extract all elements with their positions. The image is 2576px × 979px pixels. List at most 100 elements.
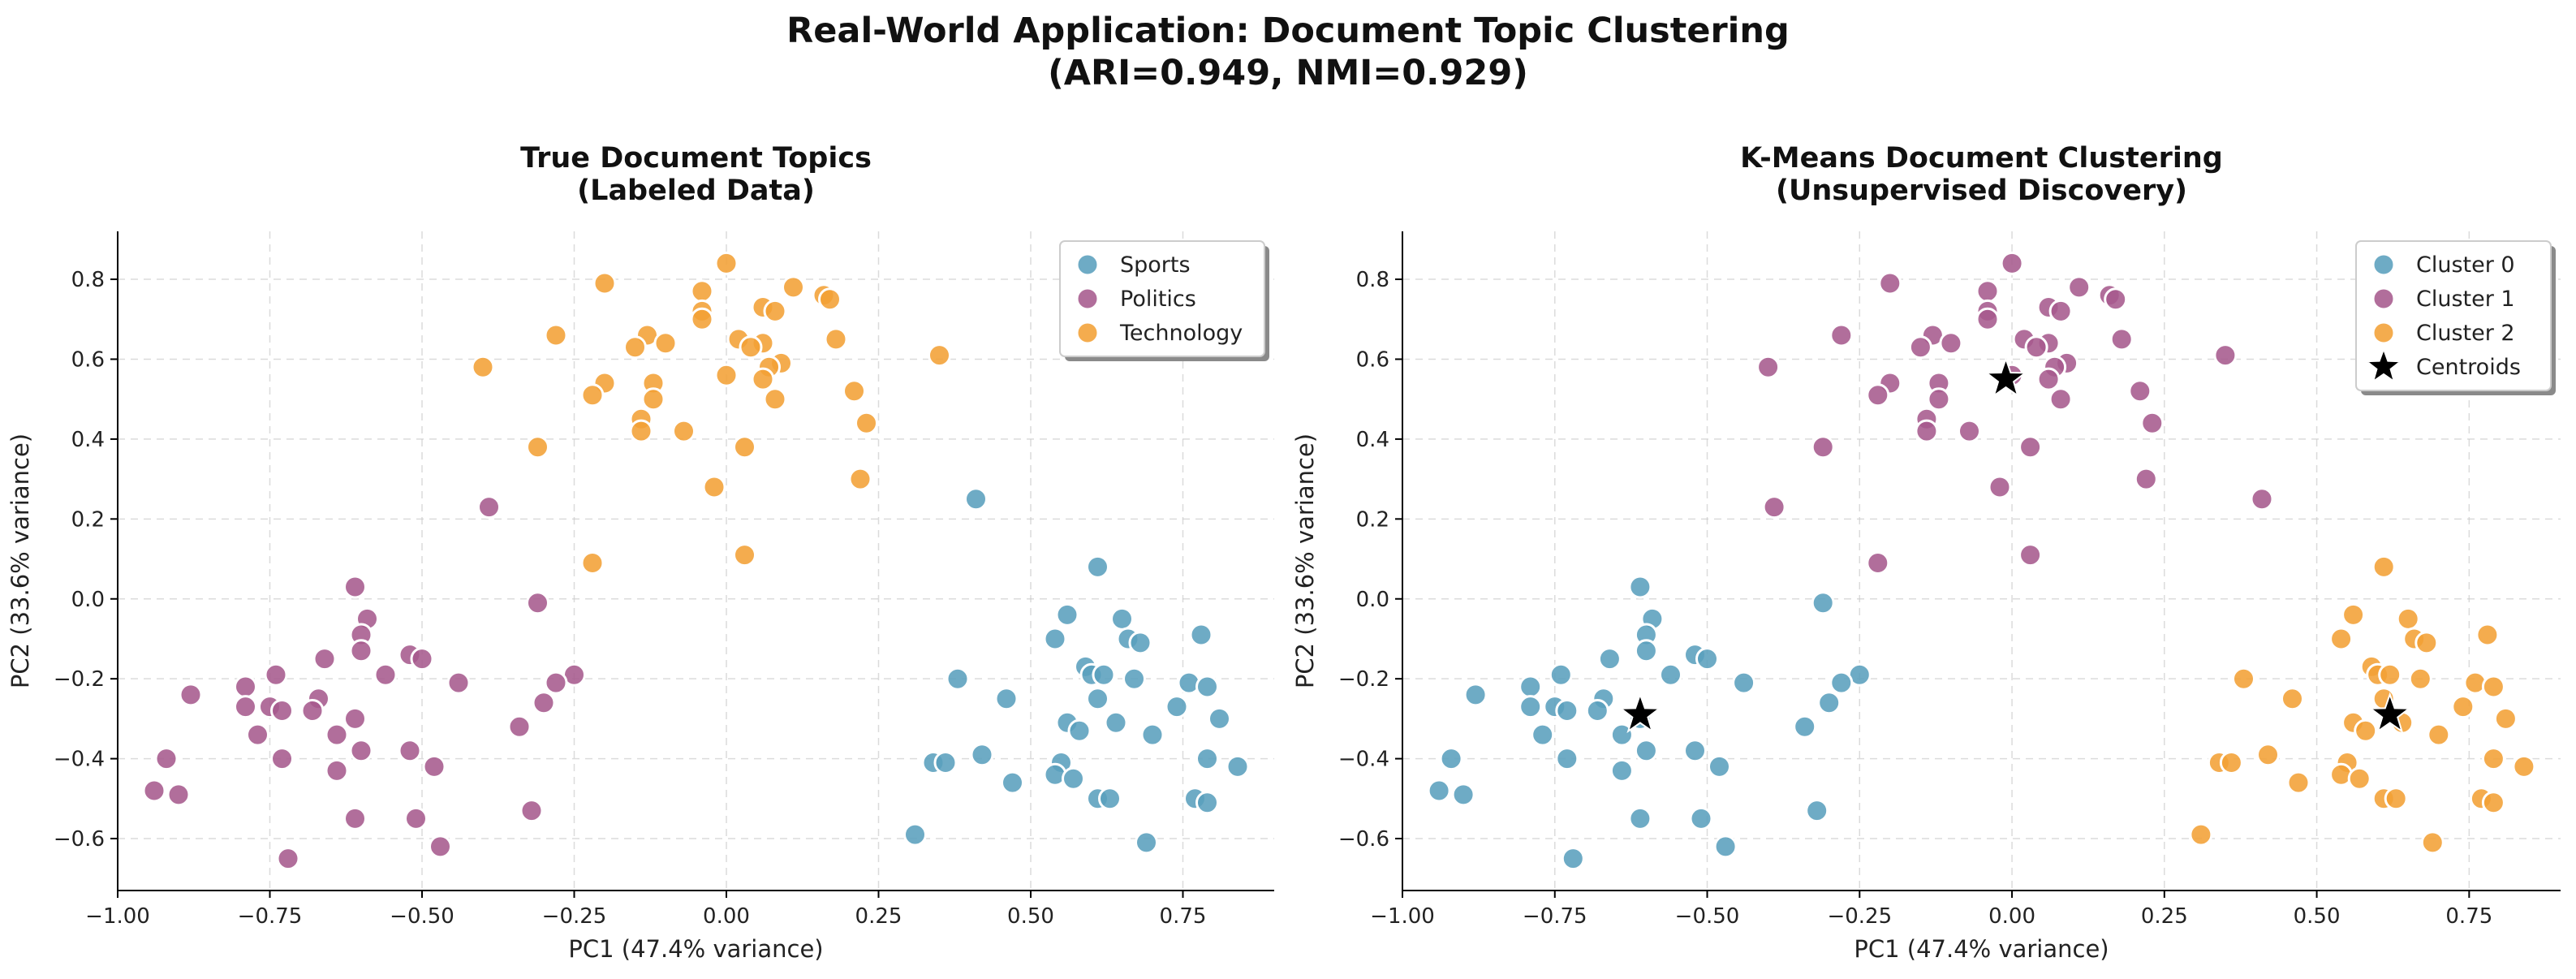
data-point (1165, 695, 1189, 719)
data-point (2048, 299, 2073, 323)
legend-box (2355, 240, 2552, 391)
data-point (1555, 747, 1579, 771)
legend-label: Politics (1120, 287, 1196, 312)
data-point (1439, 747, 1463, 771)
data-point (544, 323, 568, 347)
x-tick-label: −0.75 (1523, 904, 1587, 929)
legend-label: Sports (1120, 252, 1191, 278)
chart-title-line1: True Document Topics (520, 142, 872, 175)
data-point (763, 299, 787, 323)
data-point (349, 739, 373, 763)
data-point (2475, 623, 2500, 647)
data-point (1531, 722, 1555, 747)
data-point (1811, 591, 1835, 615)
data-point (2018, 543, 2043, 567)
data-point (1110, 606, 1134, 631)
data-point (507, 714, 532, 739)
x-tick-label: 0.25 (2141, 904, 2188, 929)
figure-title-line2: (ARI=0.949, NMI=0.929) (1048, 53, 1528, 93)
data-point (1866, 551, 1890, 575)
data-point (1762, 495, 1786, 520)
data-point (928, 343, 951, 368)
data-point (2213, 343, 2238, 368)
data-point (1140, 722, 1165, 747)
data-point (2481, 791, 2505, 815)
data-point (1927, 387, 1951, 412)
data-point (1043, 627, 1067, 651)
data-point (1104, 710, 1128, 735)
data-point (1634, 639, 1658, 663)
data-point (994, 687, 1019, 711)
data-point (2347, 766, 2371, 791)
chart-title-line1: K-Means Document Clustering (1740, 142, 2223, 175)
data-point (2408, 666, 2432, 691)
data-point (398, 739, 422, 763)
data-point (629, 419, 653, 443)
data-point (2109, 327, 2134, 351)
legend-marker (2371, 321, 2396, 345)
data-point (154, 747, 179, 771)
legend-box (1059, 240, 1265, 357)
y-tick-label: −0.4 (1338, 748, 1389, 772)
y-axis-label: PC2 (33.6% variance) (1291, 433, 1319, 688)
data-point (751, 367, 775, 391)
data-point (1713, 835, 1738, 859)
data-point (2371, 554, 2396, 579)
data-point (2354, 718, 2378, 743)
data-point (1086, 687, 1109, 711)
x-tick-label: −1.00 (1370, 904, 1435, 929)
data-point (264, 662, 288, 687)
y-tick-label: −0.6 (1338, 827, 1389, 852)
legend-label: Cluster 1 (2416, 287, 2515, 312)
y-tick-label: 0.8 (71, 268, 105, 292)
legend-label: Centroids (2416, 355, 2521, 380)
data-point (970, 743, 994, 767)
data-point (532, 691, 556, 715)
data-point (2036, 367, 2061, 391)
data-point (1958, 419, 1981, 443)
data-point (1829, 671, 1854, 695)
data-point (623, 335, 647, 360)
data-point (1866, 383, 1890, 408)
x-tick-label: 0.75 (2445, 904, 2492, 929)
x-tick-label: −0.25 (1827, 904, 1892, 929)
data-point (1811, 435, 1835, 459)
data-point (903, 822, 927, 847)
x-axis-label: PC1 (47.4% variance) (1854, 935, 2109, 963)
data-point (526, 435, 549, 459)
data-point (1518, 675, 1543, 699)
y-tick-label: 0.4 (71, 428, 105, 452)
data-point (1689, 806, 1713, 830)
data-point (343, 806, 367, 830)
data-point (702, 475, 726, 499)
data-point (2256, 743, 2280, 767)
centroid-marker (2368, 692, 2412, 734)
data-point (1128, 631, 1152, 655)
legend-marker (1075, 321, 1100, 345)
data-point (343, 706, 367, 731)
data-point (1555, 699, 1579, 722)
data-point (2189, 822, 2213, 847)
data-point (1939, 331, 1963, 356)
data-point (964, 487, 988, 511)
y-tick-label: 0.4 (1356, 428, 1389, 452)
data-point (1122, 666, 1146, 691)
data-point (519, 799, 544, 823)
data-point (246, 722, 269, 747)
data-point (2396, 606, 2420, 631)
chart-title-line2: (Unsupervised Discovery) (1776, 175, 2187, 207)
data-point (1427, 778, 1451, 803)
data-point (1609, 758, 1634, 783)
data-point (2420, 830, 2445, 855)
data-point (1756, 355, 1781, 379)
data-point (544, 671, 568, 695)
data-point (2250, 487, 2274, 511)
legend-label: Technology (1119, 321, 1243, 346)
data-point (1878, 271, 1902, 295)
data-point (1195, 791, 1219, 815)
data-point (2481, 675, 2505, 699)
x-tick-label: −0.50 (390, 904, 454, 929)
data-point (142, 778, 166, 803)
data-point (300, 699, 325, 722)
x-tick-label: −1.00 (85, 904, 150, 929)
